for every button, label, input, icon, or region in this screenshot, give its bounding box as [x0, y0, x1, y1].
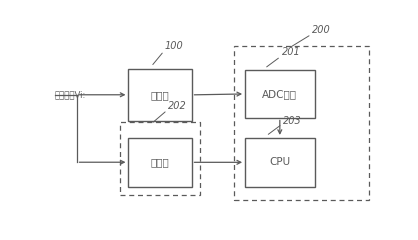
Text: 100: 100 — [165, 41, 184, 51]
Bar — [128, 69, 191, 121]
Bar — [234, 46, 369, 200]
Bar — [245, 70, 315, 118]
Text: 200: 200 — [312, 25, 331, 35]
Text: 203: 203 — [283, 116, 302, 126]
Bar — [245, 138, 315, 187]
Text: 202: 202 — [168, 101, 187, 111]
Text: 交流信号Vi:: 交流信号Vi: — [55, 90, 86, 99]
Bar — [128, 138, 191, 187]
Text: 比较器: 比较器 — [150, 157, 169, 167]
Text: 201: 201 — [282, 48, 301, 57]
Text: CPU: CPU — [269, 157, 291, 167]
Bar — [120, 122, 200, 195]
Text: ADC模块: ADC模块 — [263, 89, 297, 99]
Text: 整流器: 整流器 — [150, 90, 169, 100]
